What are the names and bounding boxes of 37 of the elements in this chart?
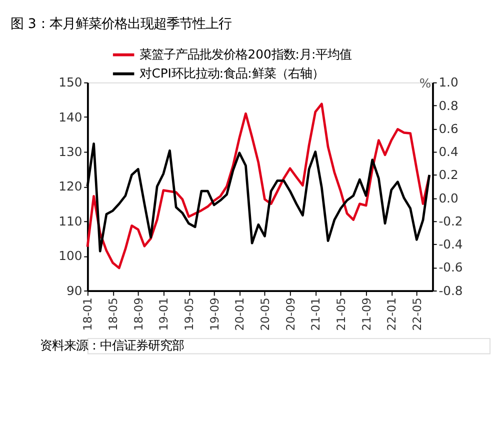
x-tick-label: 21-05 — [334, 298, 348, 331]
y2-tick-label: -0.4 — [438, 238, 463, 252]
x-tick-label: 20-01 — [232, 298, 247, 331]
y2-tick-label: 0.2 — [438, 168, 458, 182]
y-tick-label: 100 — [58, 249, 82, 264]
x-tick-label: 18-05 — [106, 298, 120, 331]
y-tick-label: 130 — [58, 145, 82, 160]
x-tick-label: 21-01 — [308, 298, 323, 331]
y-tick-label: 110 — [58, 214, 82, 228]
text: 资料来源：中信证券研究部 — [40, 338, 184, 352]
x-tick-label: 22-05 — [410, 298, 424, 331]
y2-tick-label: -0.6 — [438, 260, 463, 275]
x-tick-label: 18-09 — [131, 298, 146, 331]
y-tick-label: 150 — [58, 76, 82, 90]
x-tick-label: 18-01 — [80, 298, 95, 331]
x-tick-label: 21-09 — [359, 298, 374, 331]
chart-title: 图 3：本月鲜菜价格出现超季节性上行 — [10, 17, 232, 32]
y2-tick-label: 1.0 — [438, 76, 458, 90]
y-tick-label: 120 — [58, 180, 82, 194]
y2-tick-label: 0.8 — [438, 98, 458, 113]
x-tick-label: 19-05 — [182, 298, 196, 331]
y2-tick-label: -0.2 — [438, 214, 463, 228]
y-tick-label: 140 — [58, 110, 82, 124]
y2-tick-label: -0.8 — [438, 284, 463, 298]
x-tick-label: 22-01 — [384, 298, 399, 331]
y2-tick-label: 0.0 — [438, 191, 458, 206]
y-tick-label: 90 — [66, 284, 82, 298]
y2-tick-label: 0.6 — [438, 122, 458, 136]
legend-label: 对CPI环比拉动:食品:鲜菜（右轴） — [140, 66, 324, 81]
y2-axis-title: % — [419, 76, 432, 91]
line-series — [86, 102, 431, 270]
x-tick-label: 20-09 — [283, 298, 298, 331]
x-tick-label: 19-09 — [207, 298, 222, 331]
x-tick-label: 20-05 — [258, 298, 272, 331]
y2-tick-label: 0.4 — [438, 145, 458, 160]
x-tick-label: 19-01 — [156, 298, 171, 331]
legend-label: 菜篮子产品批发价格200指数:月:平均值 — [140, 48, 352, 62]
